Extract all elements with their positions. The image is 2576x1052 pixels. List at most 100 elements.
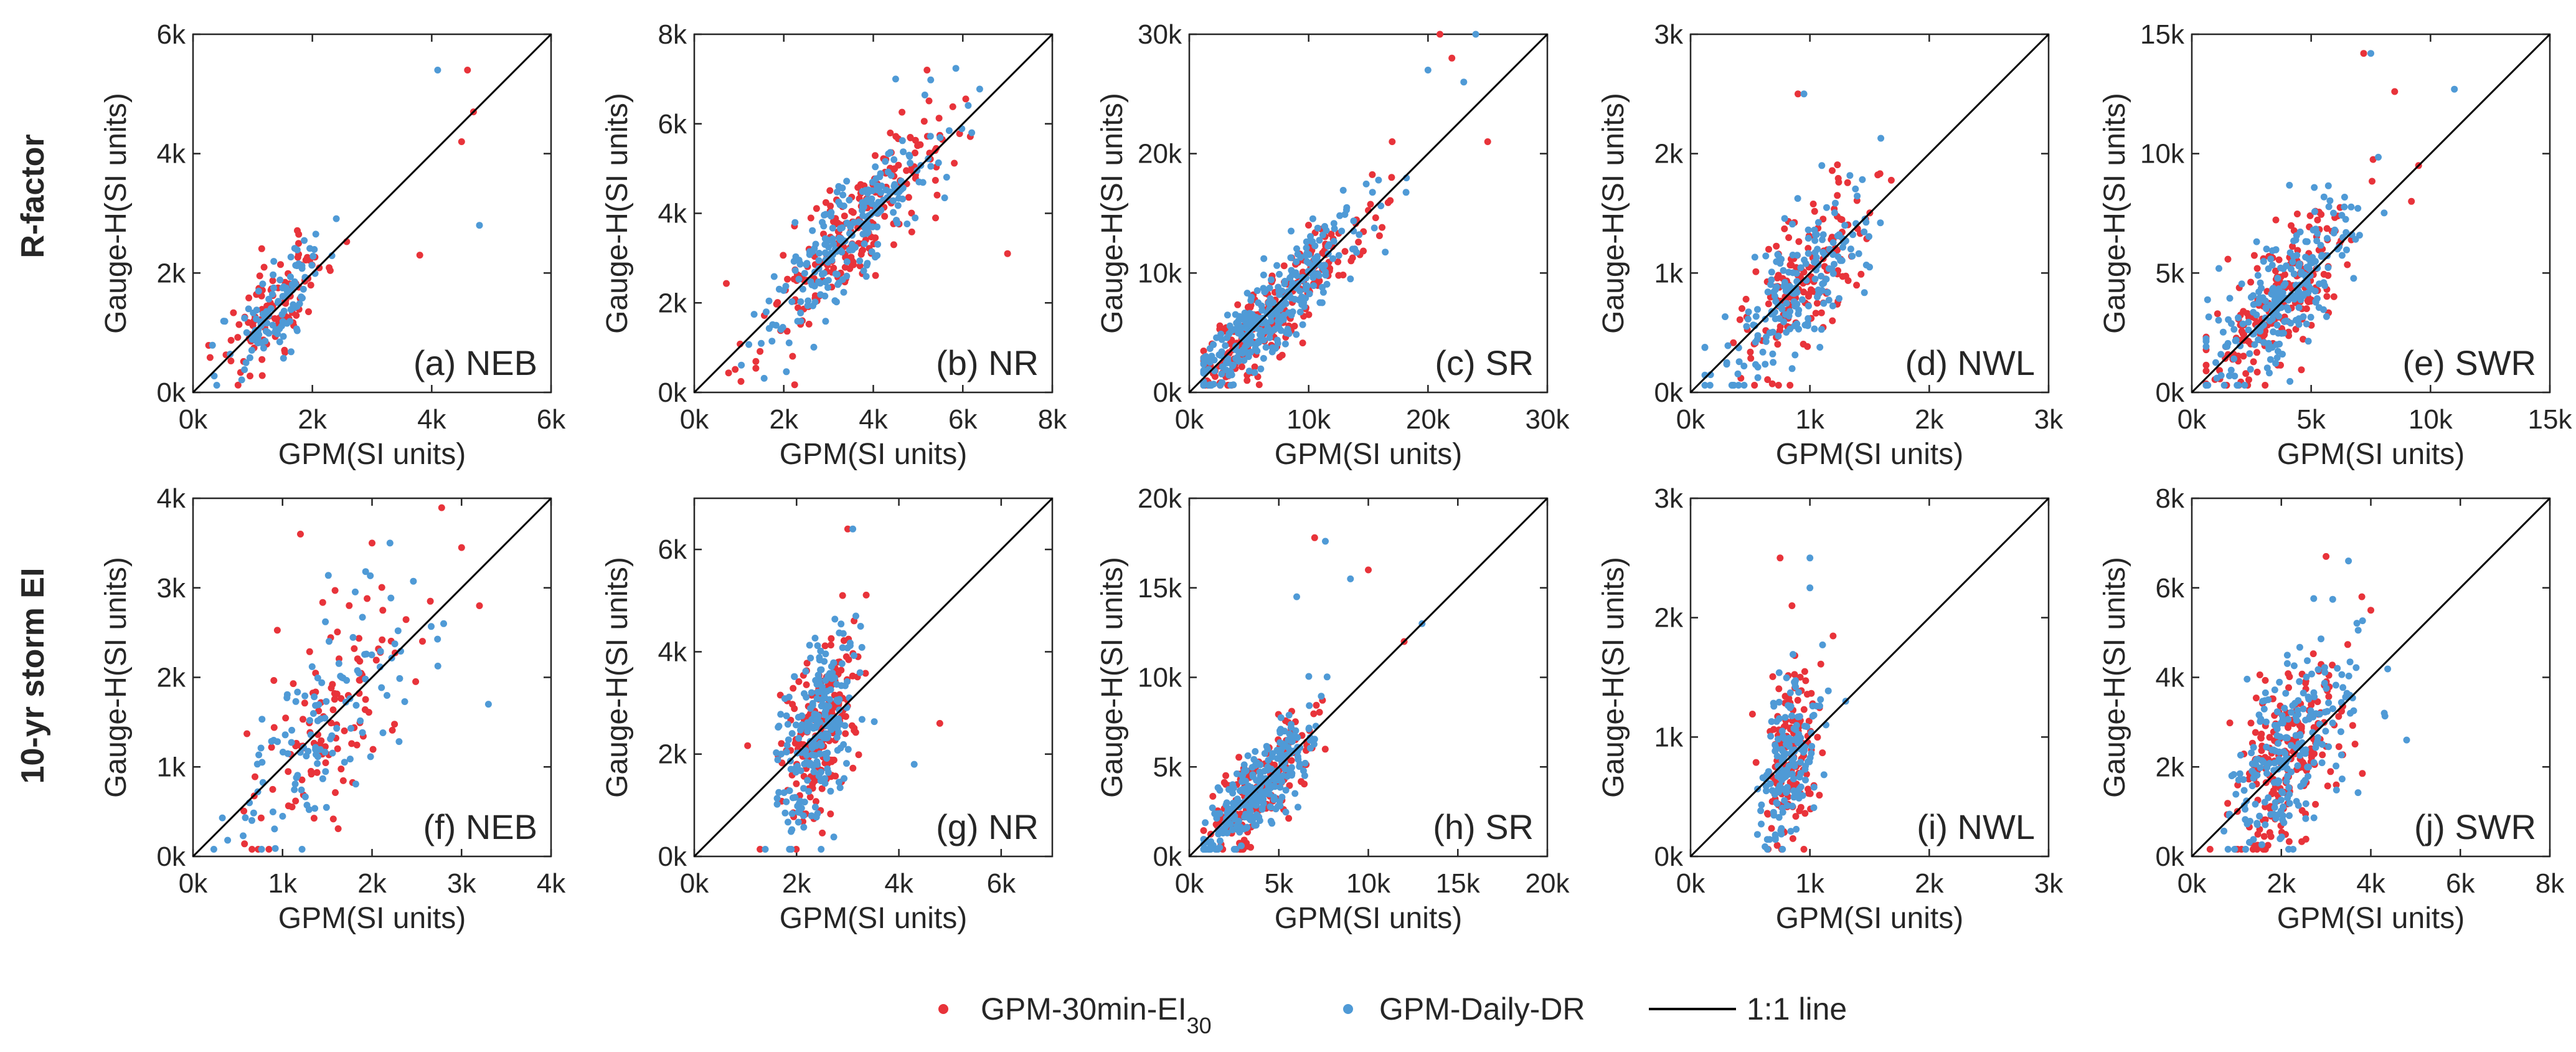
point-gpm-daily [1248,317,1255,325]
point-gpm-daily [839,630,847,637]
point-gpm-daily [1235,817,1242,825]
point-gpm-30min [356,676,363,684]
x-tick-label: 6k [537,404,566,435]
point-gpm-daily [791,219,799,226]
point-gpm-daily [1315,272,1323,279]
point-gpm-daily [1371,224,1378,232]
point-gpm-30min [1367,201,1374,208]
point-gpm-daily [1233,320,1240,327]
point-gpm-daily [1270,796,1278,803]
point-gpm-daily [1227,382,1235,389]
x-tick-label: 2k [298,404,327,435]
point-gpm-daily [434,662,441,670]
point-gpm-daily [976,85,983,93]
point-gpm-daily [927,76,935,83]
point-gpm-daily [2266,369,2273,377]
point-gpm-daily [2288,291,2295,298]
point-gpm-30min [887,130,894,136]
point-gpm-daily [253,306,260,314]
point-gpm-daily [1810,804,1818,812]
point-gpm-30min [281,349,289,356]
point-gpm-daily [1829,302,1836,310]
point-gpm-30min [378,584,385,591]
point-gpm-daily [2224,846,2232,853]
point-gpm-daily [395,738,403,746]
point-gpm-daily [1866,263,1873,271]
point-gpm-daily [2325,743,2333,751]
point-gpm-30min [2289,243,2296,250]
point-gpm-daily [333,724,341,732]
point-gpm-30min [1795,90,1801,98]
point-gpm-30min [951,159,958,167]
point-gpm-daily [1787,828,1795,835]
point-gpm-daily [1816,344,1824,351]
point-gpm-daily [1781,735,1788,742]
y-tick-label: 0k [2156,841,2185,872]
point-gpm-daily [815,772,823,780]
point-gpm-daily [859,212,867,219]
point-gpm-30min [351,645,358,652]
point-gpm-30min [235,321,243,328]
point-gpm-daily [1252,794,1259,801]
point-gpm-daily [838,660,846,667]
point-gpm-daily [283,320,291,327]
point-gpm-daily [1472,31,1479,38]
point-gpm-daily [1810,784,1818,791]
point-gpm-daily [314,753,321,761]
point-gpm-daily [801,690,808,698]
point-gpm-daily [814,642,821,650]
point-gpm-30min [839,592,846,599]
point-gpm-daily [862,273,870,280]
one-to-one-line [1188,33,1549,394]
point-gpm-daily [2309,259,2316,267]
point-gpm-daily [1294,250,1301,258]
point-gpm-30min [1448,54,1456,62]
point-gpm-daily [2287,742,2295,749]
y-tick-label: 4k [157,139,186,169]
x-tick-label: 0k [2177,404,2207,435]
point-gpm-daily [1723,359,1730,366]
point-gpm-daily [1222,366,1230,374]
point-gpm-daily [1758,820,1765,828]
point-gpm-daily [838,249,846,256]
one-to-one-line [1689,33,2050,394]
point-gpm-daily [2317,242,2324,249]
point-gpm-daily [1330,237,1338,245]
point-gpm-30min [1747,348,1754,356]
point-gpm-30min [1375,232,1383,239]
point-gpm-30min [1776,323,1784,330]
point-gpm-daily [352,780,359,788]
x-axis-label: GPM(SI units) [1776,902,1963,935]
point-gpm-30min [402,616,410,623]
point-gpm-daily [837,225,844,232]
point-gpm-daily [840,288,847,296]
point-gpm-daily [1311,242,1319,250]
point-gpm-daily [2276,733,2284,741]
point-gpm-daily [819,219,826,226]
point-gpm-daily [2246,350,2253,358]
point-gpm-daily [1258,302,1265,310]
point-gpm-30min [322,759,329,767]
point-gpm-daily [1788,712,1796,719]
point-gpm-daily [1288,271,1296,278]
point-gpm-daily [2255,711,2263,719]
point-gpm-daily [2220,382,2228,389]
point-gpm-daily [2222,343,2229,350]
point-gpm-daily [2248,767,2256,775]
y-tick-label: 0k [658,841,687,872]
point-gpm-daily [2313,237,2321,245]
point-gpm-daily [1772,286,1779,293]
x-tick-label: 10k [2409,404,2453,435]
point-gpm-daily [1762,843,1769,850]
point-gpm-30min [307,282,314,289]
point-gpm-daily [387,594,395,602]
point-gpm-daily [2278,788,2285,795]
point-gpm-daily [1846,172,1854,179]
point-gpm-daily [1801,765,1809,773]
point-gpm-30min [331,696,338,703]
point-gpm-daily [2262,304,2270,311]
point-gpm-30min [1819,749,1826,757]
y-tick-label: 20k [1138,139,1182,169]
point-gpm-daily [1215,351,1223,359]
point-gpm-daily [1790,298,1798,305]
